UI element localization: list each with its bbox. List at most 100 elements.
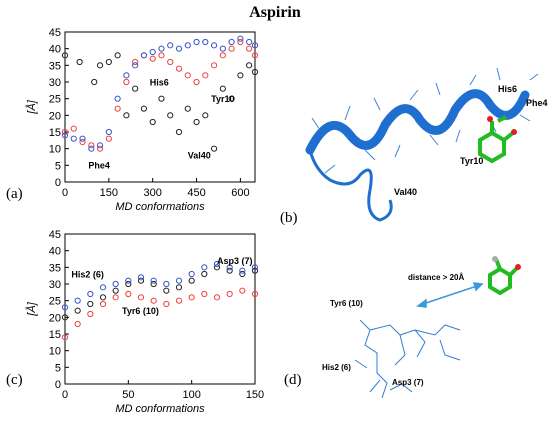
annotation: His6 bbox=[150, 77, 169, 87]
series-1-point bbox=[251, 52, 259, 59]
series-0-point bbox=[150, 280, 157, 288]
series-1-point bbox=[74, 320, 81, 328]
series-2-point bbox=[79, 135, 86, 142]
series-2-point bbox=[61, 304, 69, 311]
series-0-point bbox=[125, 280, 132, 288]
y-tick-label: 45 bbox=[49, 229, 61, 241]
y-tick-label: 30 bbox=[49, 77, 61, 89]
series-1-point bbox=[150, 297, 157, 304]
oxygen-atom bbox=[487, 116, 493, 122]
ligand-d bbox=[488, 258, 520, 296]
series-1-point bbox=[137, 294, 145, 301]
annotation: Tyr10 bbox=[211, 94, 234, 104]
series-1-point bbox=[88, 142, 95, 149]
series-0-point bbox=[87, 300, 94, 308]
series-0-point bbox=[137, 277, 145, 284]
series-0-point bbox=[158, 95, 165, 102]
series-0-point bbox=[251, 267, 259, 274]
series-1-point bbox=[202, 72, 209, 79]
distance-arrow bbox=[416, 282, 484, 308]
series-2-point bbox=[184, 42, 191, 49]
series-1-point bbox=[70, 125, 77, 132]
series-1-point bbox=[105, 135, 112, 142]
series-2-point bbox=[150, 277, 157, 284]
label-asp3: Asp3 (7) bbox=[392, 378, 424, 387]
series-0-point bbox=[114, 52, 121, 59]
series-1-point bbox=[201, 290, 208, 298]
x-tick-label: 100 bbox=[182, 389, 200, 401]
series-2-point bbox=[188, 270, 195, 278]
oxygen-atom bbox=[511, 129, 517, 135]
plot-frame bbox=[64, 31, 256, 183]
label-his6: His6 bbox=[498, 84, 517, 94]
series-1-point bbox=[79, 138, 86, 146]
series-2-point bbox=[140, 52, 148, 59]
series-2-point bbox=[158, 45, 165, 52]
x-tick-label: 600 bbox=[231, 187, 249, 199]
series-2-point bbox=[105, 128, 112, 136]
y-axis-label: [Å] bbox=[25, 99, 38, 114]
panel-letter-d: (d) bbox=[284, 372, 302, 388]
series-2-point bbox=[246, 38, 253, 46]
x-tick-label: 50 bbox=[122, 389, 134, 401]
series-0-point bbox=[61, 52, 69, 59]
series-2-point bbox=[149, 48, 156, 56]
series-1-point bbox=[226, 290, 233, 298]
series-0-point bbox=[149, 118, 156, 126]
series-0-point bbox=[226, 267, 233, 274]
figure-title: Aspirin bbox=[249, 4, 301, 21]
series-2-point bbox=[239, 267, 246, 274]
series-2-point bbox=[99, 284, 107, 291]
series-0-point bbox=[175, 284, 183, 291]
series-0-point bbox=[163, 287, 170, 294]
y-tick-label: 40 bbox=[49, 246, 61, 258]
y-tick-label: 15 bbox=[49, 127, 61, 139]
series-2-point bbox=[74, 297, 81, 304]
series-2-point bbox=[132, 62, 139, 69]
series-0-point bbox=[61, 314, 69, 321]
series-1-point bbox=[149, 55, 156, 62]
series-1-point bbox=[167, 58, 174, 66]
x-axis-label: MD conformations bbox=[115, 201, 205, 213]
series-0-point bbox=[237, 72, 244, 79]
x-tick-label: 0 bbox=[62, 187, 68, 199]
label-val40: Val40 bbox=[394, 187, 417, 197]
series-0-point bbox=[96, 62, 104, 69]
series-1-point bbox=[184, 72, 191, 79]
y-tick-label: 5 bbox=[55, 160, 61, 172]
annotation: His2 (6) bbox=[71, 269, 104, 279]
series-0-point bbox=[219, 85, 226, 92]
series-1-point bbox=[246, 45, 253, 52]
series-1-point bbox=[213, 294, 221, 301]
series-0-point bbox=[202, 112, 209, 119]
x-tick-label: 150 bbox=[246, 389, 264, 401]
annotation: Val40 bbox=[188, 151, 211, 161]
series-2-point bbox=[251, 264, 259, 271]
annotation: Tyr6 (10) bbox=[122, 306, 159, 316]
protein-structure-d: distance > 20Å Tyr6 (10) His2 (6) Asp3 (… bbox=[322, 256, 521, 399]
series-0-point bbox=[132, 85, 139, 92]
series-2-point bbox=[112, 280, 119, 288]
series-2-point bbox=[87, 290, 94, 298]
aspirin-ligand bbox=[478, 115, 516, 164]
series-1-point bbox=[112, 294, 119, 301]
y-tick-label: 30 bbox=[49, 279, 61, 291]
series-0-point bbox=[99, 294, 107, 301]
series-0-point bbox=[210, 145, 218, 152]
series-0-point bbox=[140, 105, 148, 112]
y-tick-label: 35 bbox=[49, 262, 61, 274]
y-tick-label: 25 bbox=[49, 296, 61, 308]
y-tick-label: 0 bbox=[55, 177, 61, 189]
y-tick-label: 35 bbox=[49, 60, 61, 72]
series-1-point bbox=[251, 290, 259, 298]
series-1-point bbox=[175, 65, 183, 72]
series-0-point bbox=[239, 270, 246, 278]
series-1-point bbox=[125, 290, 132, 298]
y-tick-label: 45 bbox=[49, 27, 61, 39]
y-tick-label: 15 bbox=[49, 329, 61, 341]
chart-c: 0 5 10 15 20 25 30 35 40 45 0 50 100 150 MD conformati… bbox=[25, 229, 264, 415]
series-1-point bbox=[210, 62, 218, 69]
series-2-point bbox=[125, 277, 132, 284]
series-2-point bbox=[88, 145, 95, 152]
